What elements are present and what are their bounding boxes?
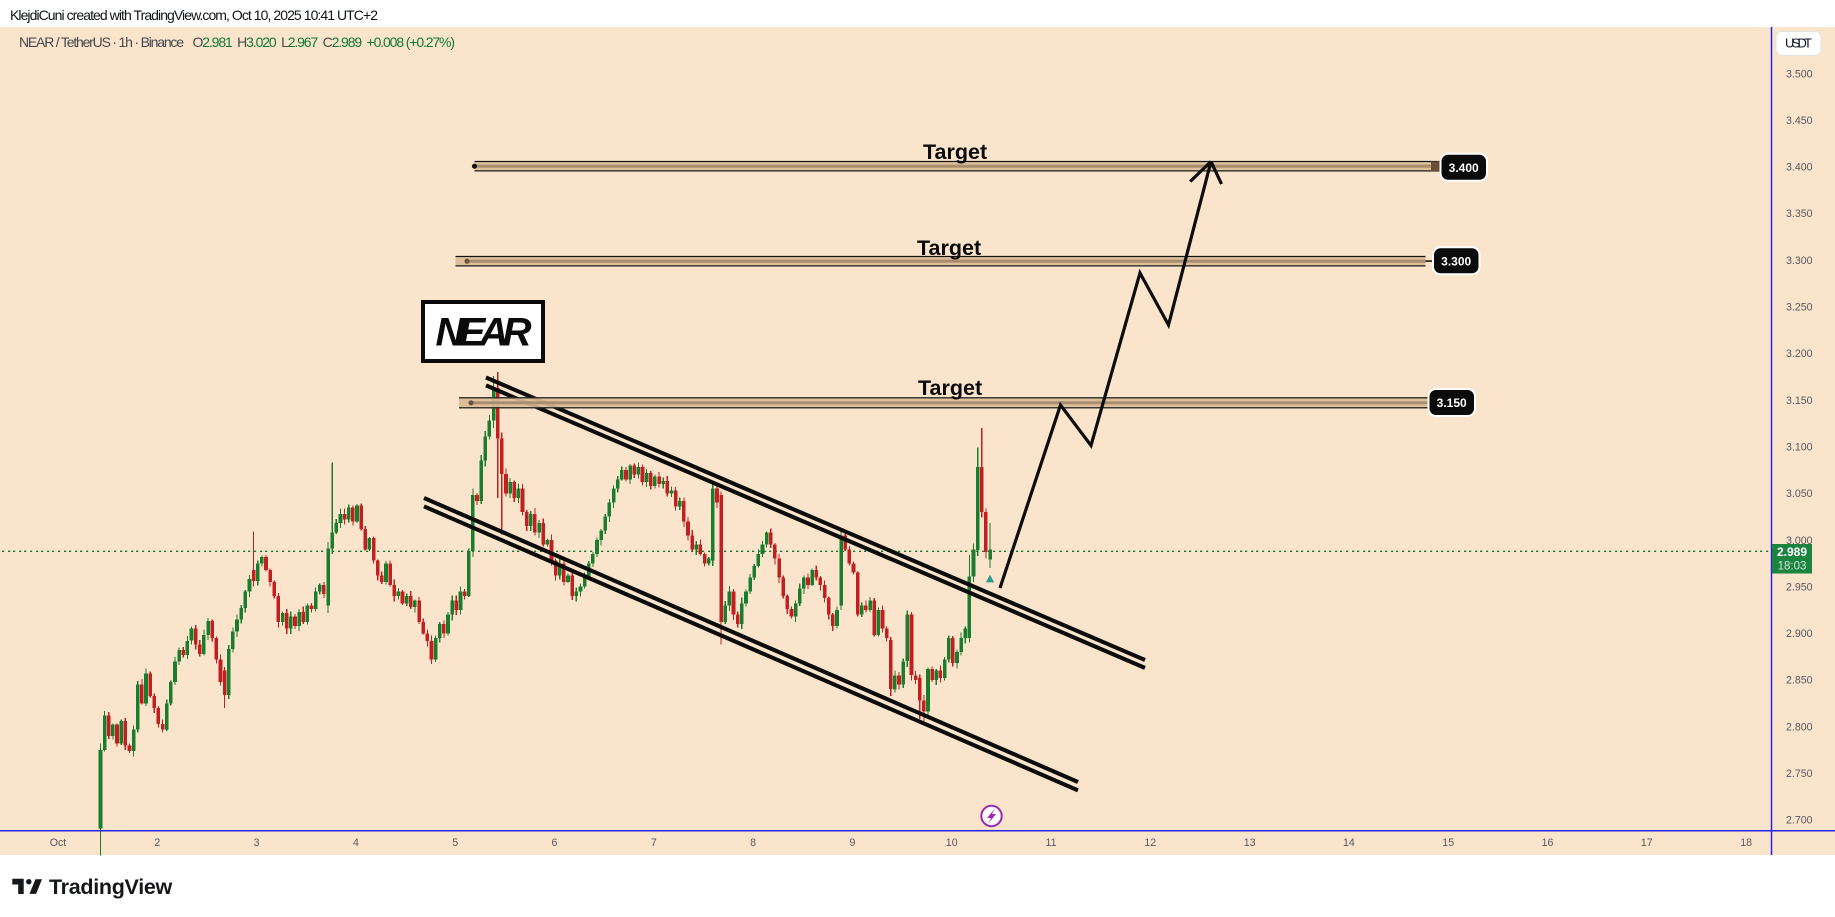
svg-text:Target: Target (923, 140, 987, 164)
svg-text:3: 3 (254, 837, 260, 849)
svg-text:10: 10 (946, 837, 958, 849)
svg-text:5: 5 (452, 837, 458, 849)
svg-text:4: 4 (353, 837, 359, 849)
svg-text:2.989: 2.989 (1777, 545, 1807, 559)
svg-text:3.150: 3.150 (1786, 395, 1813, 407)
svg-text:2.700: 2.700 (1786, 815, 1813, 827)
svg-text:3.300: 3.300 (1786, 255, 1813, 267)
svg-text:USDT: USDT (1785, 36, 1812, 51)
svg-text:Oct: Oct (50, 837, 67, 849)
svg-text:3.050: 3.050 (1786, 488, 1813, 500)
svg-text:Target: Target (918, 376, 982, 400)
svg-text:KlejdiCuni created with Tradin: KlejdiCuni created with TradingView.com,… (10, 7, 378, 23)
svg-text:2.950: 2.950 (1786, 581, 1813, 593)
svg-text:15: 15 (1442, 837, 1454, 849)
svg-text:NEAR: NEAR (436, 311, 532, 355)
svg-text:3.200: 3.200 (1786, 348, 1813, 360)
svg-text:12: 12 (1144, 837, 1156, 849)
svg-text:18: 18 (1740, 837, 1752, 849)
svg-text:17: 17 (1641, 837, 1653, 849)
svg-text:14: 14 (1343, 837, 1355, 849)
svg-text:3.500: 3.500 (1786, 68, 1813, 80)
svg-text:3.100: 3.100 (1786, 442, 1813, 454)
svg-text:3.400: 3.400 (1449, 161, 1479, 175)
svg-text:3.250: 3.250 (1786, 302, 1813, 314)
svg-text:13: 13 (1244, 837, 1256, 849)
svg-text:2: 2 (154, 837, 160, 849)
svg-text:2.750: 2.750 (1786, 768, 1813, 780)
svg-text:TradingView: TradingView (49, 875, 173, 899)
svg-text:11: 11 (1046, 837, 1057, 849)
svg-text:3.350: 3.350 (1786, 208, 1813, 220)
svg-text:3.450: 3.450 (1786, 115, 1813, 127)
svg-text:2.800: 2.800 (1786, 721, 1813, 733)
svg-text:Target: Target (917, 236, 981, 260)
svg-text:9: 9 (849, 837, 855, 849)
svg-text:7: 7 (651, 837, 657, 849)
svg-text:O2.981 H3.020 L2.967 C2.989: O2.981 H3.020 L2.967 C2.989 +0.008 (+0.2… (193, 34, 455, 50)
svg-text:NEAR / TetherUS · 1h · Binance: NEAR / TetherUS · 1h · Binance (19, 34, 184, 50)
svg-text:6: 6 (552, 837, 558, 849)
svg-text:3.150: 3.150 (1437, 396, 1467, 410)
svg-text:3.400: 3.400 (1786, 162, 1813, 174)
svg-text:3.000: 3.000 (1786, 535, 1813, 547)
svg-text:2.900: 2.900 (1786, 628, 1813, 640)
svg-text:3.300: 3.300 (1441, 254, 1471, 268)
svg-text:2.850: 2.850 (1786, 675, 1813, 687)
svg-text:16: 16 (1542, 837, 1554, 849)
svg-text:18:03: 18:03 (1778, 560, 1807, 572)
svg-text:8: 8 (750, 837, 756, 849)
